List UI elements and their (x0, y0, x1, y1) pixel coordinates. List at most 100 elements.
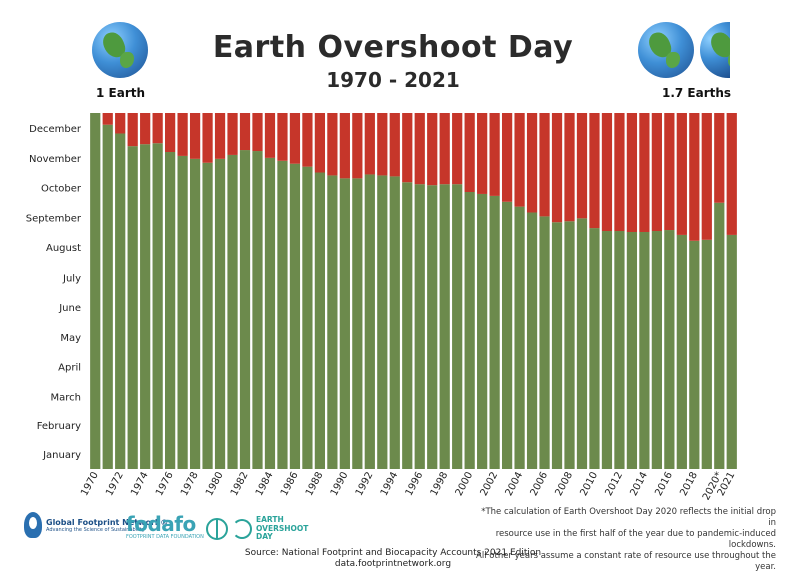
bar-after-overshoot (489, 113, 500, 196)
bar-before-overshoot (501, 201, 513, 469)
eod-line-3: DAY (256, 532, 273, 541)
bar-before-overshoot (377, 175, 388, 469)
bar-before-overshoot (115, 133, 126, 470)
bar-before-overshoot (402, 182, 413, 469)
y-month-label: November (29, 154, 82, 165)
globe-outline-icon (206, 517, 228, 540)
bar-before-overshoot (514, 206, 525, 469)
bar-after-overshoot (177, 113, 188, 156)
label-1-7-earths: 1.7 Earths (662, 86, 732, 100)
bar-after-overshoot (714, 113, 725, 203)
bar-before-overshoot (152, 143, 163, 470)
bar-before-overshoot (689, 240, 700, 469)
bar-before-overshoot (452, 184, 463, 469)
bar-after-overshoot (115, 113, 126, 134)
chart-title: Earth Overshoot Day (212, 30, 574, 65)
x-year-label: 1996 (404, 470, 426, 498)
bar-after-overshoot (526, 113, 538, 213)
bar-after-overshoot (239, 113, 251, 151)
bar-after-overshoot (464, 113, 475, 193)
y-month-label: December (29, 124, 82, 135)
bar-before-overshoot (427, 185, 438, 469)
bar-after-overshoot (639, 113, 650, 232)
bar-before-overshoot (664, 230, 675, 469)
x-year-label: 2008 (553, 470, 575, 498)
x-year-label: 1998 (429, 470, 451, 498)
bar-after-overshoot (414, 113, 425, 185)
global-footprint-network-logo: Global Footprint Network® Advancing the … (24, 512, 168, 538)
gfn-name: Global Footprint Network® (46, 517, 169, 527)
bar-before-overshoot (264, 157, 276, 469)
bar-before-overshoot (302, 166, 313, 469)
bar-after-overshoot (202, 113, 213, 163)
fodafo-name: fodafo (126, 512, 196, 536)
bar-before-overshoot (90, 113, 101, 469)
y-month-label: April (58, 363, 81, 374)
bar-after-overshoot (539, 113, 550, 217)
bar-after-overshoot (651, 113, 662, 232)
footnote-line-1: *The calculation of Earth Overshoot Day … (481, 507, 776, 528)
bar-after-overshoot (389, 113, 400, 177)
bar-before-overshoot (352, 178, 363, 469)
bar-before-overshoot (576, 218, 588, 469)
eod-line-2: OVERSHOOT (256, 523, 309, 533)
bar-after-overshoot (614, 113, 625, 232)
bar-after-overshoot (501, 113, 513, 202)
bar-before-overshoot (489, 195, 500, 469)
bar-after-overshoot (289, 113, 301, 164)
bar-before-overshoot (414, 184, 425, 469)
bar-after-overshoot (152, 113, 163, 144)
y-month-label: July (62, 273, 81, 284)
bar-before-overshoot (214, 158, 226, 469)
bar-before-overshoot (439, 184, 450, 469)
source-line: Source: National Footprint and Biocapaci… (244, 548, 542, 558)
bar-after-overshoot (302, 113, 313, 167)
bar-after-overshoot (576, 113, 588, 219)
bar-after-overshoot (664, 113, 675, 231)
x-year-label: 2004 (504, 470, 526, 498)
y-month-label: January (42, 450, 81, 461)
bar-before-overshoot (364, 174, 375, 469)
bar-after-overshoot (352, 113, 363, 179)
bar-before-overshoot (614, 231, 625, 469)
bar-before-overshoot (202, 162, 213, 469)
bar-after-overshoot (452, 113, 463, 185)
earth-overshoot-day-logo: EARTH OVERSHOOT DAY (206, 515, 309, 542)
footnote: *The calculation of Earth Overshoot Day … (476, 507, 776, 573)
x-year-label: 1972 (104, 470, 126, 498)
bar-before-overshoot (477, 193, 488, 469)
x-year-label: 1970 (79, 470, 101, 498)
y-month-label: March (51, 392, 81, 403)
bar-after-overshoot (626, 113, 638, 232)
bar-before-overshoot (277, 160, 288, 469)
bar-after-overshoot (551, 113, 563, 223)
y-month-label: October (41, 184, 82, 195)
bar-after-overshoot (339, 113, 350, 179)
bar-after-overshoot (252, 113, 263, 152)
bar-after-overshoot (214, 113, 226, 159)
footprint-icon (24, 512, 42, 538)
fodafo-logo: fodafo FOOTPRINT DATA FOUNDATION (126, 514, 204, 540)
x-year-label: 1976 (154, 470, 176, 498)
x-year-label: 1990 (329, 470, 351, 498)
bar-after-overshoot (314, 113, 326, 173)
bar-after-overshoot (477, 113, 488, 194)
bar-before-overshoot (165, 152, 176, 469)
x-year-label: 1978 (179, 470, 201, 498)
bar-after-overshoot (127, 113, 138, 147)
bar-before-overshoot (389, 176, 400, 469)
bar-before-overshoot (639, 231, 650, 469)
x-year-label: 2016 (653, 470, 675, 498)
x-year-label: 1986 (279, 470, 301, 498)
bar-before-overshoot (589, 228, 600, 469)
y-month-label: May (60, 333, 81, 344)
x-year-label: 1984 (254, 470, 276, 498)
source-url: data.footprintnetwork.org (334, 559, 452, 569)
bar-before-overshoot (701, 239, 712, 469)
x-year-label: 2000 (454, 470, 476, 498)
x-year-label: 2018 (678, 470, 700, 498)
x-year-label: 1988 (304, 470, 326, 498)
bar-after-overshoot (676, 113, 687, 235)
bar-after-overshoot (564, 113, 575, 222)
bar-after-overshoot (601, 113, 613, 232)
